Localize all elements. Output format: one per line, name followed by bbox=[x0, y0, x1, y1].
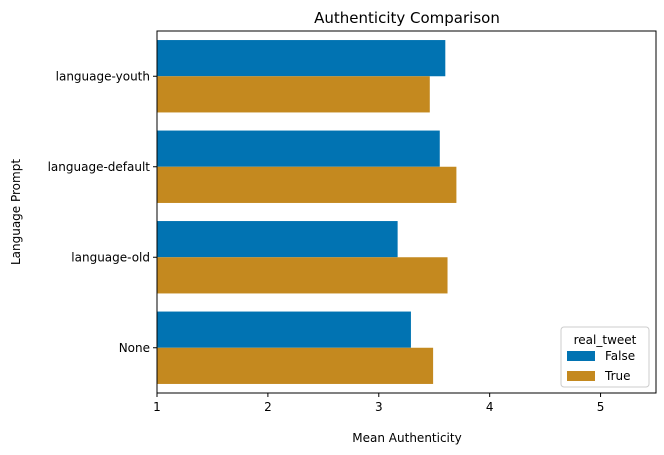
bar-true-3 bbox=[157, 347, 434, 384]
y-axis-label: Language Prompt bbox=[9, 159, 23, 265]
legend-title: real_tweet bbox=[574, 333, 637, 347]
x-tick-label: 5 bbox=[597, 400, 605, 414]
x-ticks: 1 2 3 4 5 bbox=[153, 393, 604, 414]
bar-false-1 bbox=[157, 130, 440, 167]
legend-swatch-true bbox=[567, 371, 595, 381]
x-tick-label: 1 bbox=[153, 400, 161, 414]
chart-title: Authenticity Comparison bbox=[314, 9, 500, 27]
y-ticks: language-youth language-default language-o… bbox=[48, 69, 157, 355]
bar-true-0 bbox=[157, 76, 430, 113]
y-tick-label: language-default bbox=[48, 160, 151, 174]
legend-label-false: False bbox=[605, 349, 635, 363]
legend-label-true: True bbox=[604, 369, 631, 383]
legend-swatch-false bbox=[567, 351, 595, 361]
x-tick-label: 4 bbox=[486, 400, 494, 414]
x-axis-label: Mean Authenticity bbox=[352, 431, 461, 445]
legend: real_tweet False True bbox=[560, 326, 650, 388]
bar-true-1 bbox=[157, 166, 457, 203]
y-tick-label: language-youth bbox=[56, 69, 150, 83]
y-tick-label: language-old bbox=[71, 250, 150, 264]
bars-group bbox=[157, 40, 457, 384]
x-tick-label: 3 bbox=[375, 400, 383, 414]
bar-true-2 bbox=[157, 257, 448, 294]
bar-false-0 bbox=[157, 40, 446, 77]
x-tick-label: 2 bbox=[264, 400, 272, 414]
y-tick-label: None bbox=[119, 341, 150, 355]
bar-false-2 bbox=[157, 221, 398, 258]
plot-frame bbox=[156, 30, 657, 394]
bar-false-3 bbox=[157, 311, 411, 348]
